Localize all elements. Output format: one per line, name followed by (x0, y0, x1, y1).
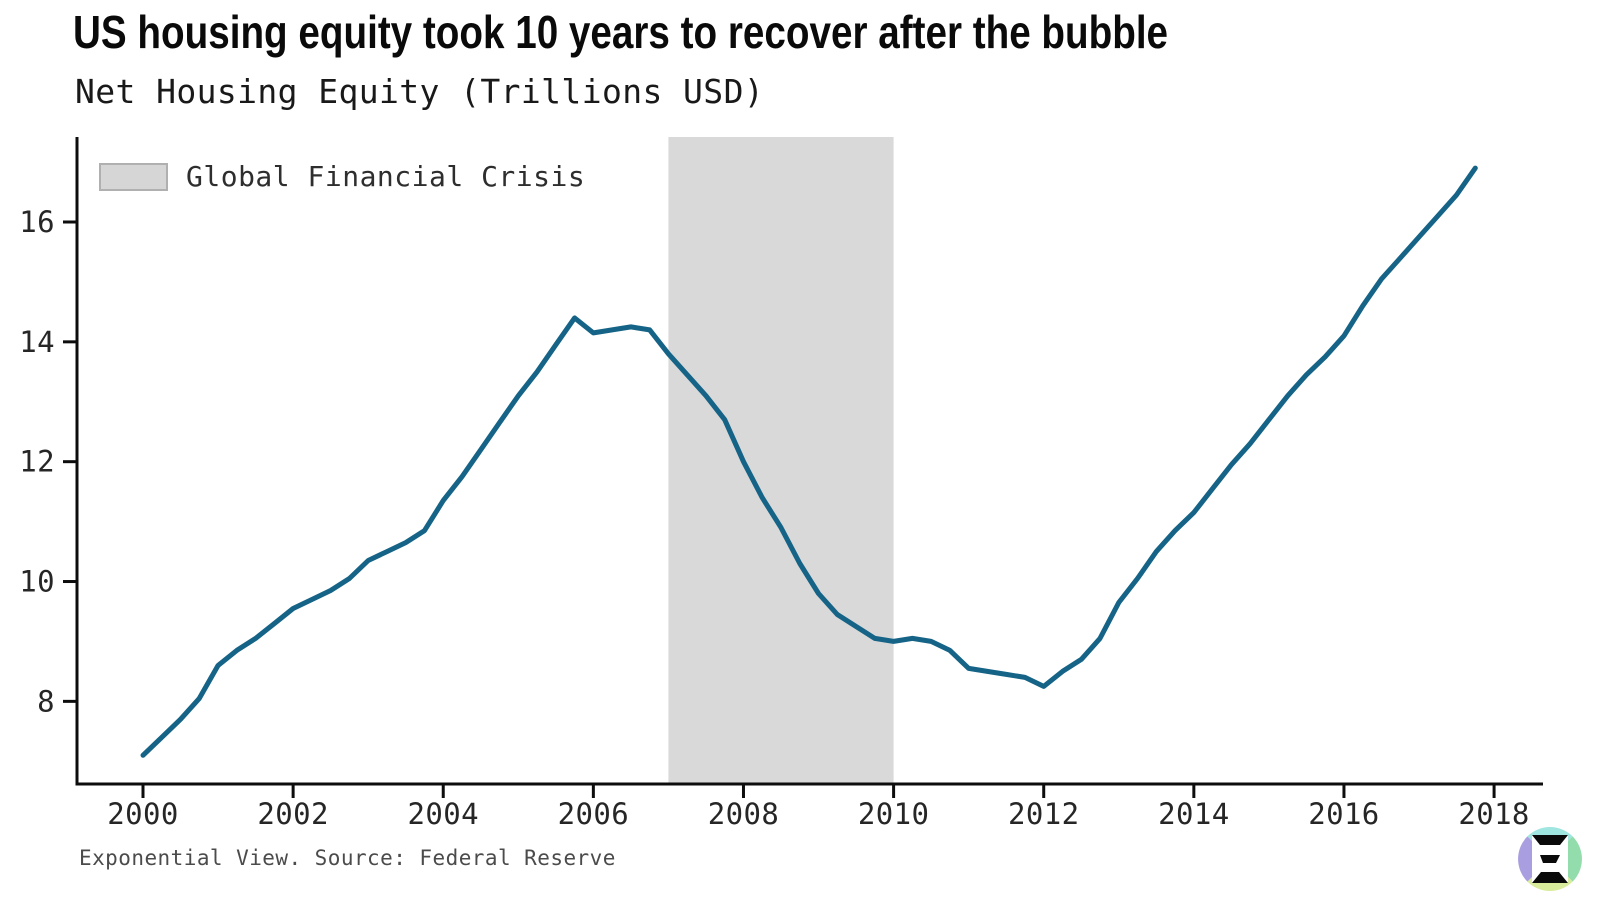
x-tick-label: 2018 (1458, 797, 1529, 831)
x-tick-label: 2000 (107, 797, 178, 831)
x-tick-label: 2002 (257, 797, 328, 831)
x-tick-label: 2014 (1158, 797, 1229, 831)
chart-title: US housing equity took 10 years to recov… (73, 6, 1169, 58)
x-tick-label: 2010 (858, 797, 929, 831)
logo-glyph-bottom-bar (1532, 872, 1568, 883)
x-tick-label: 2016 (1308, 797, 1379, 831)
y-tick-label: 12 (19, 445, 55, 479)
chart-subtitle: Net Housing Equity (Trillions USD) (75, 72, 765, 111)
x-tick-label: 2012 (1008, 797, 1079, 831)
logo-glyph-middle-bar (1540, 855, 1560, 863)
legend-label-gfc: Global Financial Crisis (186, 160, 586, 193)
x-tick-label: 2004 (408, 797, 479, 831)
y-tick-label: 10 (19, 565, 55, 599)
legend-swatch-gfc (99, 162, 168, 191)
x-tick-label: 2006 (558, 797, 629, 831)
exponential-view-logo (1518, 827, 1582, 891)
logo-glyph-top-bar (1532, 835, 1568, 845)
equity-line (140, 165, 1478, 758)
y-tick-label: 8 (37, 684, 55, 718)
source-attribution: Exponential View. Source: Federal Reserv… (79, 846, 616, 870)
y-tick-label: 16 (19, 205, 55, 239)
legend: Global Financial Crisis (99, 160, 585, 193)
x-tick-label: 2008 (708, 797, 779, 831)
gfc-shaded-band (668, 137, 894, 784)
logo-xi-glyph (1532, 835, 1568, 883)
y-tick-label: 14 (19, 325, 55, 359)
